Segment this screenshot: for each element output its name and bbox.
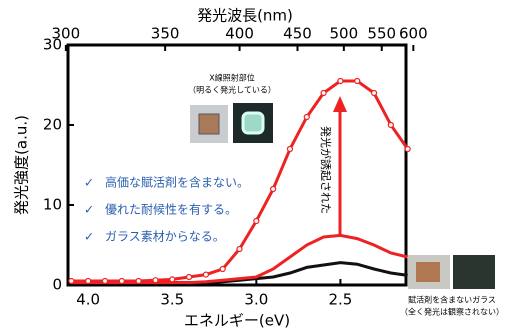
photo-label: （明るく発光している） <box>188 85 276 95</box>
arrow <box>333 96 347 235</box>
series-marker <box>86 279 91 284</box>
series-marker <box>338 79 343 84</box>
series-marker <box>321 91 326 96</box>
x-axis-title: エネルギー(eV) <box>184 312 290 330</box>
y-tick-label: 0 <box>52 276 62 294</box>
series-marker <box>187 275 192 280</box>
bullet-mark: ✓ <box>84 230 94 244</box>
series-marker <box>170 277 175 282</box>
top-axis-title: 発光波長(nm) <box>197 7 293 25</box>
series-marker <box>304 115 309 120</box>
y-axis-title: 発光強度(a.u.) <box>13 115 31 215</box>
x2-tick-label: 550 <box>367 25 396 43</box>
series-marker <box>102 279 107 284</box>
series-marker <box>119 279 124 284</box>
chart: 発光波長(nm) エネルギー(eV) 発光強度(a.u.) X線照射部位 （明る… <box>0 0 519 332</box>
x-tick-label: 3.5 <box>160 291 184 309</box>
series-marker <box>287 147 292 152</box>
series-marker <box>153 278 158 283</box>
bullet-text: 高価な賦活剤を含まない。 <box>105 175 249 190</box>
series-marker <box>136 279 141 284</box>
glass-label: （全く発光は観察されない） <box>400 307 504 317</box>
series-marker <box>355 79 360 84</box>
series-marker <box>271 187 276 192</box>
series-marker <box>220 267 225 272</box>
photo-label: X線照射部位 <box>209 73 254 83</box>
glass-label: 賦活剤を含まないガラス <box>408 295 496 305</box>
x2-tick-label: 300 <box>52 25 81 43</box>
x2-tick-label: 450 <box>283 25 312 43</box>
x2-tick-label: 600 <box>399 25 428 43</box>
bullet-text: 優れた耐候性を有する。 <box>105 203 237 217</box>
photo-xray <box>190 103 273 143</box>
y-tick-label: 10 <box>43 196 62 214</box>
arrow-label: 発光が誘起された <box>319 126 333 214</box>
x-tick-label: 3.0 <box>244 291 268 309</box>
bullet-mark: ✓ <box>84 203 94 217</box>
x2-tick-label: 350 <box>151 25 180 43</box>
y-tick-label: 20 <box>43 116 62 134</box>
series-marker <box>237 247 242 252</box>
bullet-mark: ✓ <box>84 176 94 190</box>
series-marker <box>254 219 259 224</box>
series-marker <box>69 279 74 284</box>
series-marker <box>372 91 377 96</box>
series-marker <box>388 123 393 128</box>
bullet-text: ガラス素材からなる。 <box>105 230 225 244</box>
x-tick-label: 4.0 <box>76 291 100 309</box>
photo-glass <box>408 255 495 289</box>
x2-tick-label: 500 <box>330 25 359 43</box>
x2-tick-label: 400 <box>225 25 254 43</box>
series-marker <box>203 272 208 277</box>
x-tick-label: 2.5 <box>328 291 352 309</box>
series-marker <box>405 147 410 152</box>
